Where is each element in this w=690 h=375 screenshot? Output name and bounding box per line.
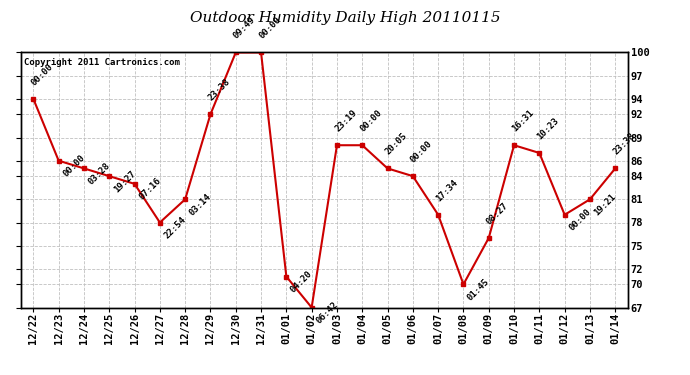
Text: 19:21: 19:21 [593, 192, 618, 217]
Text: 16:31: 16:31 [510, 108, 535, 134]
Text: 10:23: 10:23 [535, 116, 561, 141]
Text: 23:19: 23:19 [333, 108, 359, 134]
Text: Outdoor Humidity Daily High 20110115: Outdoor Humidity Daily High 20110115 [190, 11, 500, 25]
Text: Copyright 2011 Cartronics.com: Copyright 2011 Cartronics.com [23, 58, 179, 67]
Text: 23:38: 23:38 [611, 132, 637, 157]
Text: 01:45: 01:45 [466, 277, 491, 302]
Text: 03:14: 03:14 [188, 192, 213, 217]
Text: 09:49: 09:49 [232, 15, 257, 41]
Text: 00:00: 00:00 [567, 207, 593, 233]
Text: 00:00: 00:00 [257, 15, 283, 41]
Text: 00:00: 00:00 [358, 108, 384, 134]
Text: 19:27: 19:27 [112, 169, 137, 194]
Text: 07:16: 07:16 [137, 177, 162, 202]
Text: 06:42: 06:42 [314, 300, 339, 326]
Text: 20:05: 20:05 [384, 132, 409, 157]
Text: 00:00: 00:00 [30, 62, 55, 87]
Text: 00:00: 00:00 [61, 153, 86, 178]
Text: 17:34: 17:34 [434, 178, 460, 203]
Text: 22:54: 22:54 [162, 215, 188, 240]
Text: 08:27: 08:27 [485, 201, 511, 226]
Text: 03:28: 03:28 [86, 161, 112, 186]
Text: 00:00: 00:00 [409, 139, 435, 165]
Text: 23:38: 23:38 [206, 77, 232, 103]
Text: 04:20: 04:20 [289, 269, 314, 294]
